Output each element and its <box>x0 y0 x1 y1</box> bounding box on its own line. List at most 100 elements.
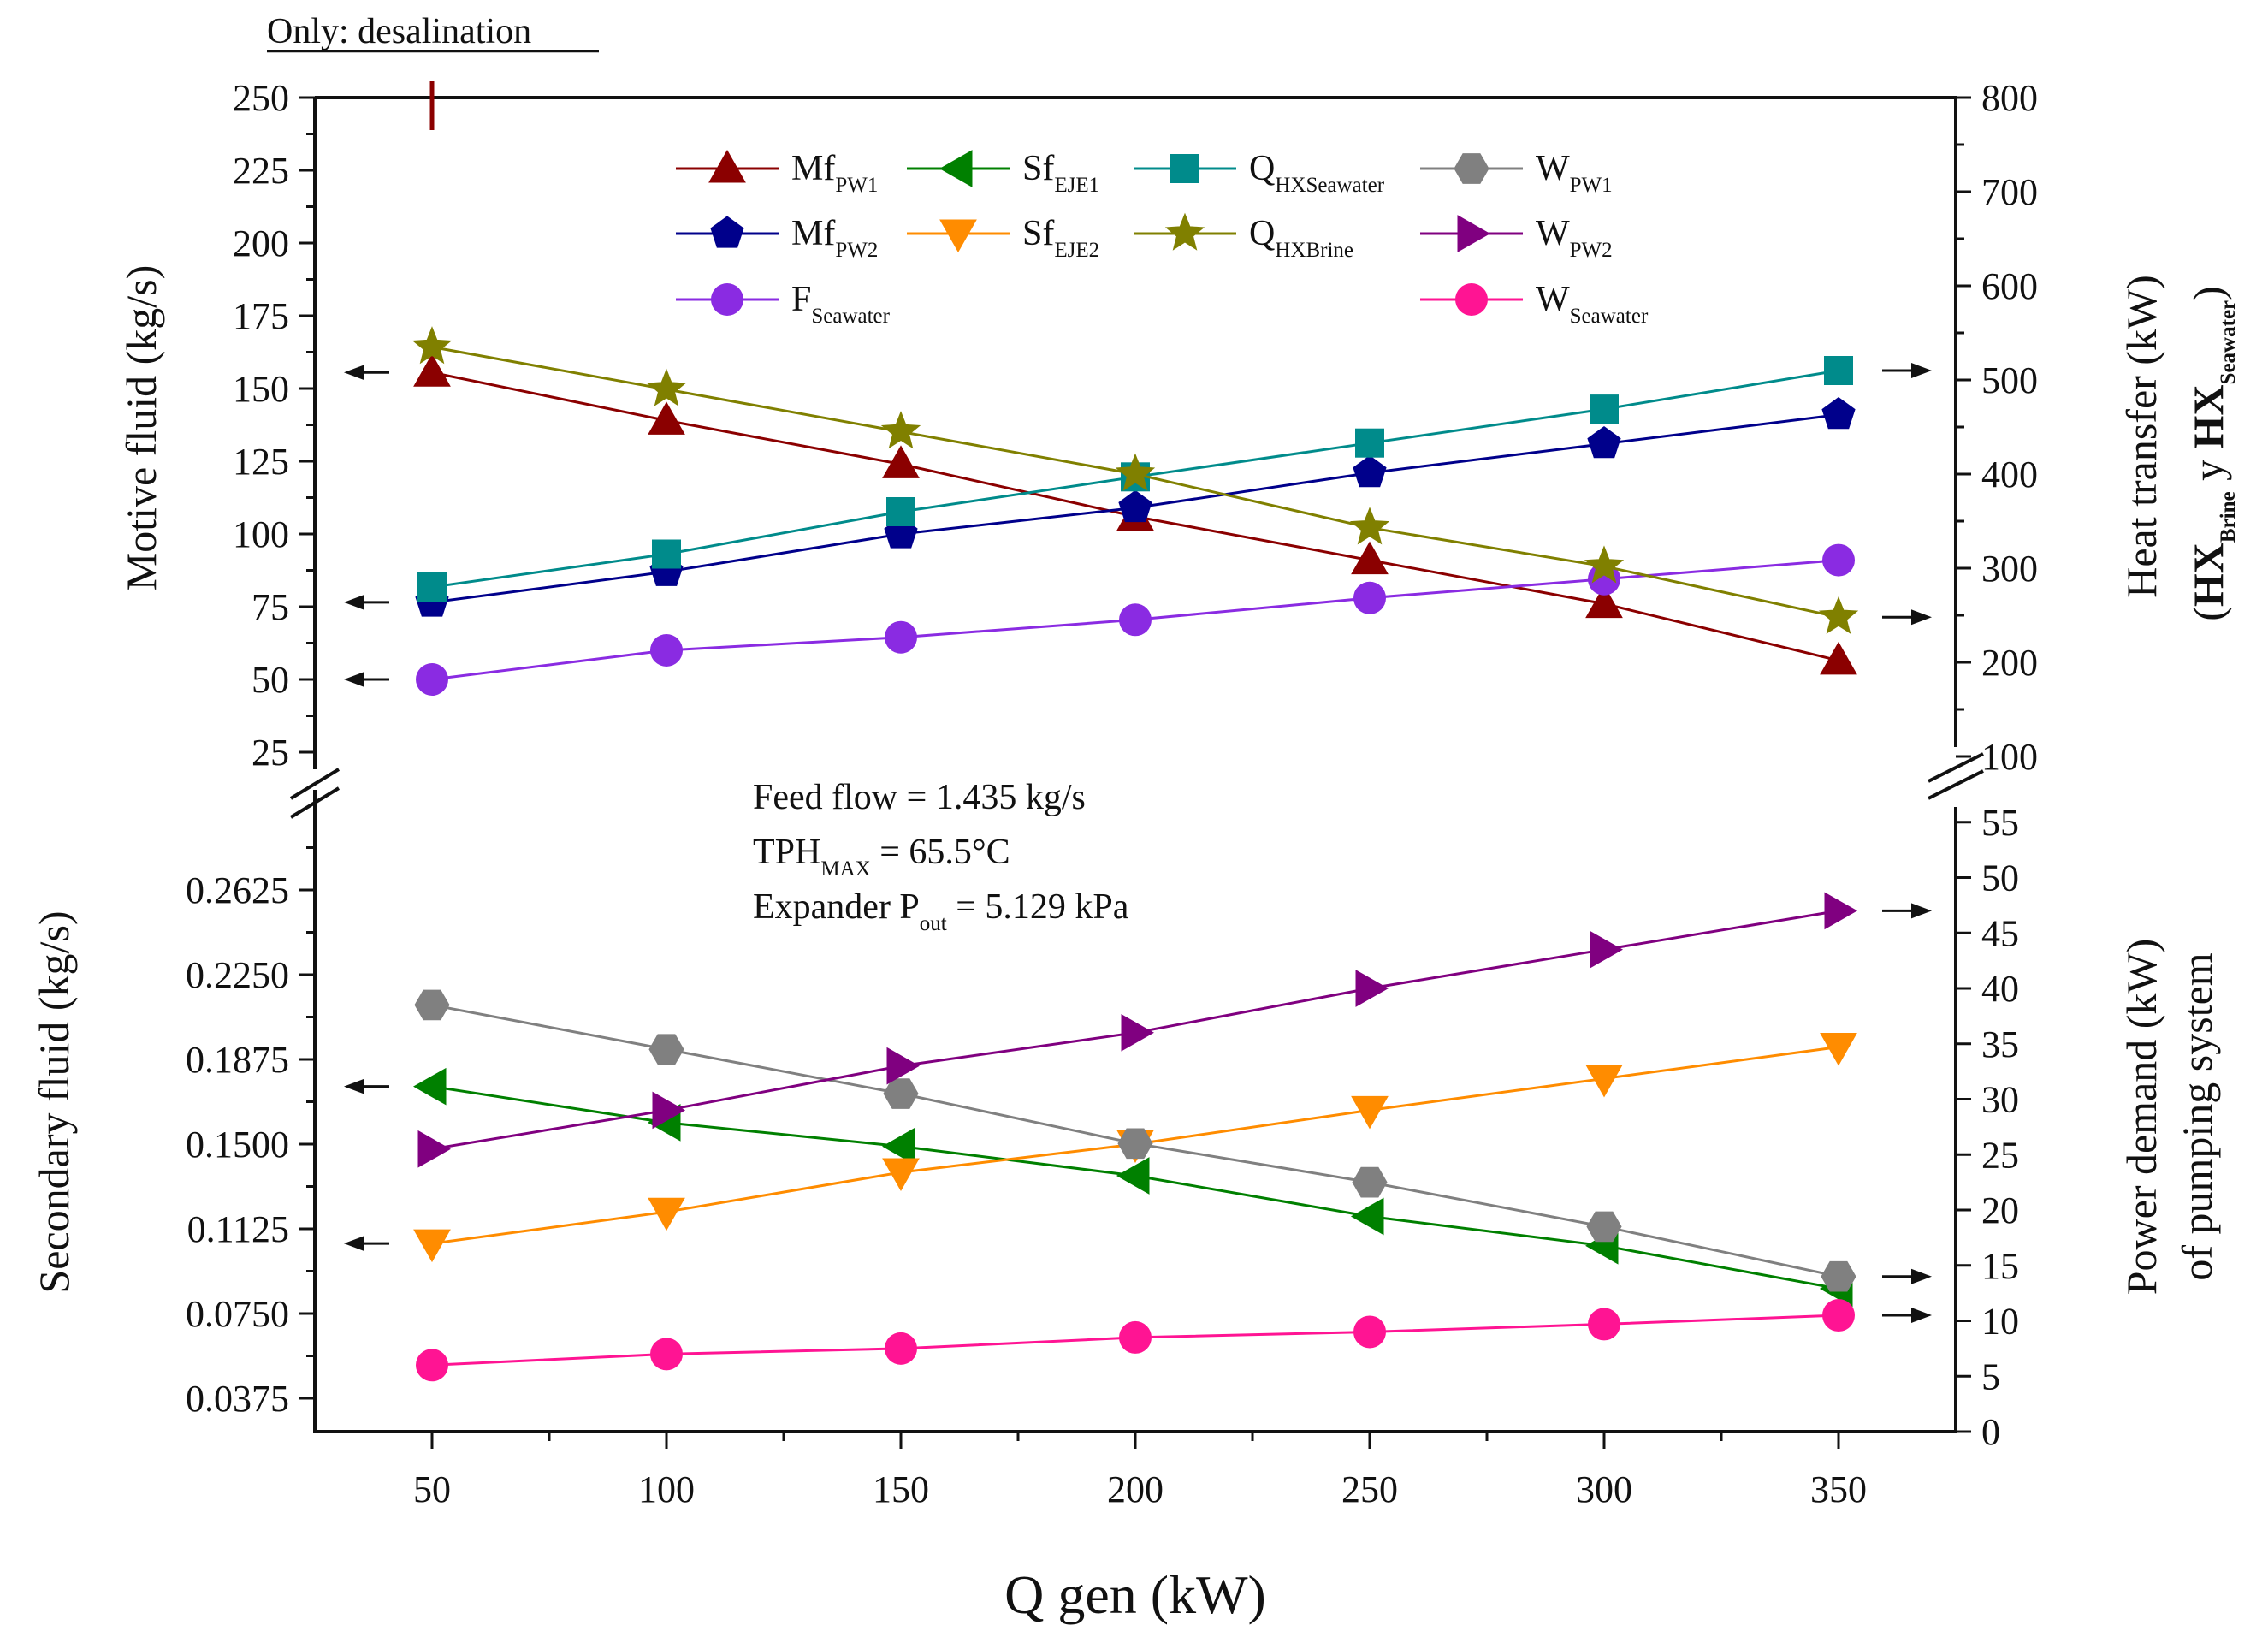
legend-marker <box>710 216 744 248</box>
data-point <box>1585 584 1623 619</box>
upper-right-tick-label: 300 <box>1981 548 2038 590</box>
legend-label: WPW2 <box>1536 214 1613 262</box>
upper-right-tick-label: 500 <box>1981 359 2038 401</box>
data-point <box>1585 1064 1623 1098</box>
legend-marker <box>708 149 746 183</box>
legend-entry: MfPW2 <box>676 214 878 262</box>
data-point <box>885 1332 917 1365</box>
legend-label: SfEJE2 <box>1022 214 1099 262</box>
data-point <box>1821 396 1856 430</box>
upper-left-tick-label: 125 <box>233 441 289 483</box>
axis-arrow-head <box>344 1078 364 1094</box>
legend-label: SfEJE1 <box>1022 149 1099 197</box>
data-point <box>1822 1299 1855 1332</box>
upper-left-tick-label: 100 <box>233 513 289 555</box>
lower-right-tick-label: 55 <box>1981 802 2019 844</box>
legend-entry: SfEJE1 <box>907 149 1099 197</box>
data-point <box>650 1338 683 1371</box>
data-point <box>1116 1157 1150 1195</box>
legend-marker <box>1164 212 1205 251</box>
legend-label: QHXSeawater <box>1249 149 1385 197</box>
data-point <box>652 1091 686 1130</box>
data-point <box>1115 453 1156 491</box>
data-point <box>1588 1308 1620 1341</box>
x-axis-label: Q gen (kW) <box>1004 1564 1266 1625</box>
series-q-hxbrine <box>412 326 1859 634</box>
data-point <box>1355 970 1389 1007</box>
data-point <box>881 1127 915 1166</box>
data-point <box>1820 641 1857 675</box>
data-point <box>416 663 448 696</box>
lower-left-tick-label: 0.0750 <box>186 1293 289 1335</box>
series-f-seawater <box>416 543 1855 696</box>
lower-right-axis-label: Power demand (kW) <box>2117 939 2165 1296</box>
axis-arrow-head <box>1911 1268 1932 1284</box>
legend-entry: QHXBrine <box>1134 212 1353 262</box>
series-line <box>431 1085 1839 1290</box>
data-point <box>412 326 453 365</box>
legend-entry: SfEJE2 <box>907 214 1099 262</box>
data-series <box>412 326 1859 1382</box>
upper-right-tick-label: 400 <box>1981 454 2038 495</box>
data-point <box>413 1229 451 1263</box>
upper-right-tick-label: 100 <box>1981 736 2038 778</box>
upper-left-tick-label: 75 <box>252 586 289 628</box>
frame-top-right <box>315 96 1957 747</box>
legend-marker <box>711 283 743 316</box>
lower-left-tick-label: 0.1500 <box>186 1124 289 1166</box>
data-point <box>1821 1260 1856 1292</box>
legend: MfPW1 SfEJE1 QHXSeawater WPW1 MfPW2 SfEJE2 QHX… <box>676 149 1649 328</box>
data-point <box>883 1078 919 1109</box>
data-point <box>886 1047 921 1085</box>
legend-label: FSeawater <box>791 280 891 328</box>
lower-right-tick-label: 15 <box>1981 1245 2019 1287</box>
axis-arrow-head <box>1911 903 1932 919</box>
legend-entry: FSeawater <box>676 280 891 328</box>
upper-right-tick-label: 800 <box>1981 77 2038 119</box>
data-point <box>1353 581 1386 614</box>
upper-right-tick-label: 700 <box>1981 171 2038 213</box>
data-point <box>1824 892 1858 930</box>
axis-ticks: 50 100 150 200 250 300 35025022520017515012510… <box>186 77 2038 1510</box>
data-point <box>416 1349 448 1382</box>
data-point <box>882 445 920 478</box>
axis-arrow-head <box>344 1236 364 1252</box>
legend-marker <box>939 150 973 187</box>
upper-left-tick-label: 225 <box>233 150 289 192</box>
legend-marker <box>1455 283 1488 316</box>
upper-left-tick-label: 175 <box>233 295 289 337</box>
axis-labels: Q gen (kW) Motive fluid (kg/s) Secondary f… <box>30 265 2240 1625</box>
upper-right-axis-label: Heat transfer (kW) <box>2117 275 2165 598</box>
axis-arrow-head <box>1911 363 1932 378</box>
data-point <box>1822 543 1855 577</box>
data-point <box>1119 603 1152 637</box>
axis-arrow-head <box>1911 609 1932 626</box>
lower-right-axis-label-2: of pumping system <box>2173 952 2221 1280</box>
data-point <box>1824 356 1853 385</box>
data-point <box>1349 507 1390 545</box>
data-point <box>1118 489 1152 523</box>
data-point <box>1353 454 1387 488</box>
series-w-pw2 <box>417 892 1858 1168</box>
lower-right-tick-label: 50 <box>1981 857 2019 899</box>
upper-right-tick-label: 200 <box>1981 642 2038 684</box>
data-point <box>1818 596 1859 634</box>
data-point <box>1121 1013 1155 1052</box>
upper-left-axis-label: Motive fluid (kg/s) <box>117 265 165 591</box>
legend-entry: QHXSeawater <box>1134 149 1385 197</box>
data-point <box>1587 425 1621 459</box>
data-point <box>648 1197 685 1231</box>
axis-arrow-head <box>344 672 364 687</box>
data-point <box>1586 1211 1622 1243</box>
legend-label: WSeawater <box>1536 280 1649 328</box>
series-mf-pw2 <box>415 396 1856 617</box>
lower-left-tick-label: 0.2625 <box>186 869 289 911</box>
data-point <box>882 1158 920 1192</box>
lower-left-tick-label: 0.1125 <box>187 1208 289 1250</box>
data-point <box>1584 545 1625 584</box>
upper-left-tick-label: 250 <box>233 77 289 119</box>
lower-left-tick-label: 0.0375 <box>186 1378 289 1420</box>
data-point <box>1590 930 1624 969</box>
lower-right-tick-label: 40 <box>1981 968 2019 1010</box>
lower-left-tick-label: 0.2250 <box>186 954 289 996</box>
